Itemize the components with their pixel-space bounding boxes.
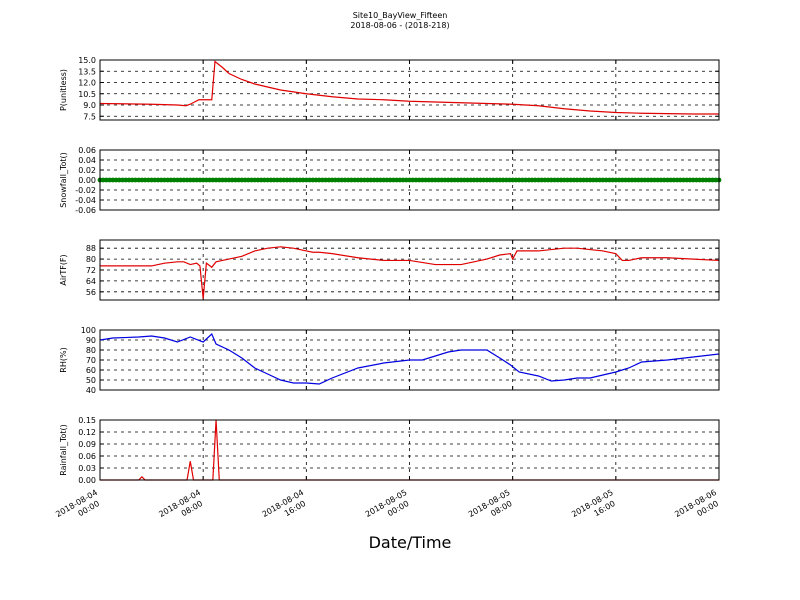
y-tick-label: 100 [81,326,96,335]
y-tick-label: 9.0 [83,101,96,110]
y-axis-label: RH(%) [59,347,68,372]
panel-3: 56 64 72 80 88 AirTF(F) [59,239,720,301]
y-tick-label: 0.03 [78,464,96,473]
y-tick-label: 0.06 [78,452,96,461]
y-tick-label: 10.5 [78,90,96,99]
panel-1: 7.5 9.0 10.5 12.0 13.5 15.0 P(unitless) [59,56,720,121]
y-tick-label: 80 [86,255,96,264]
y-axis-label: Rainfall_Tot() [59,424,68,476]
y-axis-label: P(unitless) [59,69,68,111]
x-axis-title: Date/Time [368,533,452,552]
y-tick-label: 0.04 [78,156,96,165]
y-tick-label: 7.5 [83,112,96,121]
y-tick-label: 15.0 [78,56,96,65]
y-tick-label: 80 [86,346,96,355]
y-tick-label: 70 [86,356,96,365]
series-line [99,60,719,115]
series-line [100,246,720,299]
y-tick-label: 88 [86,244,96,253]
panel-frame [99,59,720,121]
panel-frame [99,329,720,391]
y-tick-label: 0.12 [78,428,96,437]
y-tick-label: 0.06 [78,146,96,155]
y-tick-label: 90 [86,336,96,345]
y-tick-label: 13.5 [78,67,96,76]
y-tick-label: 0.02 [78,166,96,175]
y-tick-label: -0.02 [75,186,96,195]
y-tick-label: -0.04 [75,196,96,205]
y-tick-label: 0.15 [78,416,96,425]
panel-frame [99,419,720,481]
y-axis-label: AirTF(F) [59,254,68,285]
y-axis-label: Snowfall_Tot() [59,152,68,208]
panel-5: 0.00 0.03 0.06 0.09 0.12 0.15 Rainfall_Tot() [59,416,720,485]
y-tick-label: 72 [86,266,96,275]
panel-frame [99,149,720,211]
y-tick-label: 56 [86,288,96,297]
chart-subtitle: 2018-08-06 - (2018-218) [350,21,450,30]
y-tick-label: 12.0 [78,79,96,88]
panel-frame [99,239,720,301]
y-tick-label: 40 [86,386,96,395]
y-tick-label: 0.00 [78,476,96,485]
y-tick-label: 0.00 [78,176,96,185]
y-tick-label: 64 [86,277,96,286]
chart-title: Site10_BayView_Fifteen [352,11,448,20]
panel-2: -0.06-0.04-0.020.000.020.040.06 Snowfall_… [59,146,722,215]
y-tick-label: -0.06 [75,206,96,215]
series-line [99,332,720,385]
y-tick-label: 60 [86,366,96,375]
y-tick-label: 50 [86,376,96,385]
y-tick-label: 0.09 [78,440,96,449]
